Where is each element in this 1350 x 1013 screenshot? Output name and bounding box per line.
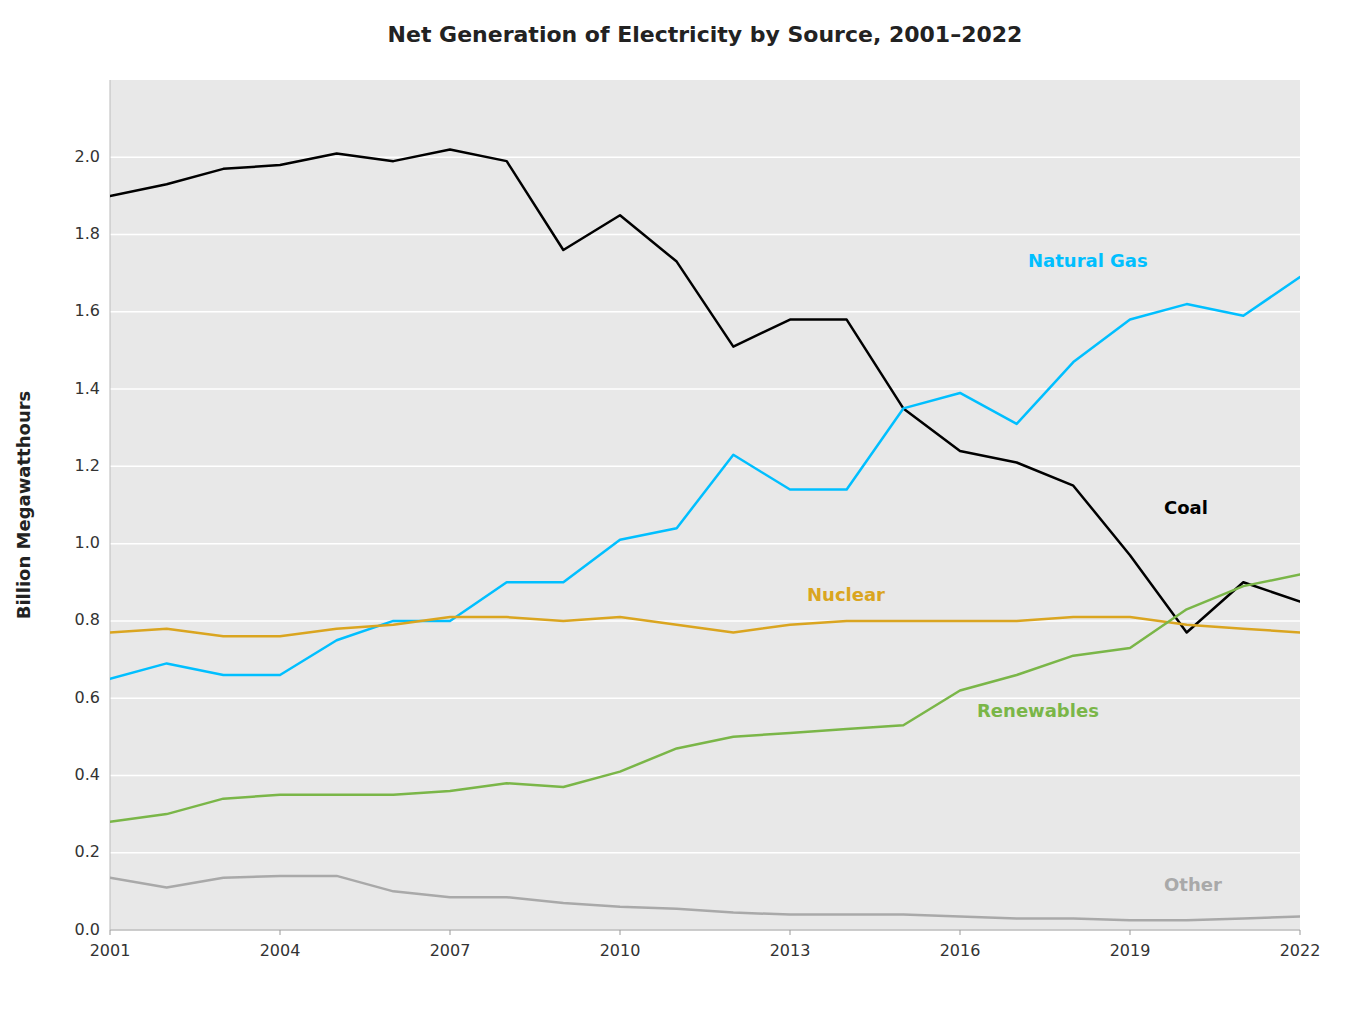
y-tick-label: 0.4: [75, 765, 100, 784]
x-tick-label: 2007: [430, 941, 471, 960]
series-line: [110, 575, 1300, 822]
x-tick-label: 2001: [90, 941, 131, 960]
y-axis-label: Billion Megawatthours: [13, 391, 34, 620]
grid-line: [110, 775, 1300, 777]
grid-line: [110, 388, 1300, 390]
x-tick-label: 2013: [770, 941, 811, 960]
y-tick-label: 1.8: [75, 224, 100, 243]
grid-line: [110, 697, 1300, 699]
y-tick-label: 1.0: [75, 533, 100, 552]
y-tick-label: 2.0: [75, 147, 100, 166]
plot-background: [110, 80, 1300, 930]
series-label: Other: [1164, 874, 1222, 895]
x-tick-label: 2016: [940, 941, 981, 960]
x-tick-label: 2010: [600, 941, 641, 960]
y-tick-label: 0.6: [75, 688, 100, 707]
x-tick-label: 2004: [260, 941, 301, 960]
series-line: [110, 617, 1300, 636]
series-line: [110, 876, 1300, 920]
x-tick: [620, 930, 621, 935]
x-axis: [110, 930, 1300, 931]
y-axis: [110, 80, 111, 930]
y-tick-label: 1.6: [75, 301, 100, 320]
series-label: Nuclear: [807, 584, 885, 605]
series-line: [110, 277, 1300, 679]
y-tick-label: 0.8: [75, 610, 100, 629]
grid-line: [110, 466, 1300, 468]
series-label: Coal: [1164, 497, 1208, 518]
x-tick: [960, 930, 961, 935]
x-tick: [110, 930, 111, 935]
series-label: Natural Gas: [1028, 250, 1148, 271]
x-tick-label: 2022: [1280, 941, 1321, 960]
x-tick: [790, 930, 791, 935]
grid-line: [110, 234, 1300, 236]
grid-line: [110, 852, 1300, 854]
y-tick-label: 0.2: [75, 842, 100, 861]
title: Net Generation of Electricity by Source,…: [388, 22, 1023, 47]
series-label: Renewables: [977, 700, 1099, 721]
grid-line: [110, 311, 1300, 313]
grid-line: [110, 620, 1300, 622]
series-line: [110, 150, 1300, 633]
x-tick: [1300, 930, 1301, 935]
y-tick-label: 0.0: [75, 920, 100, 939]
x-tick: [280, 930, 281, 935]
lines: [110, 150, 1300, 921]
y-tick-label: 1.2: [75, 456, 100, 475]
x-tick-label: 2019: [1110, 941, 1151, 960]
x-tick: [450, 930, 451, 935]
grid-line: [110, 929, 1300, 931]
y-tick-label: 1.4: [75, 379, 100, 398]
chart: Net Generation of Electricity by Source,…: [0, 0, 1350, 1013]
x-tick: [1130, 930, 1131, 935]
grid-line: [110, 157, 1300, 159]
